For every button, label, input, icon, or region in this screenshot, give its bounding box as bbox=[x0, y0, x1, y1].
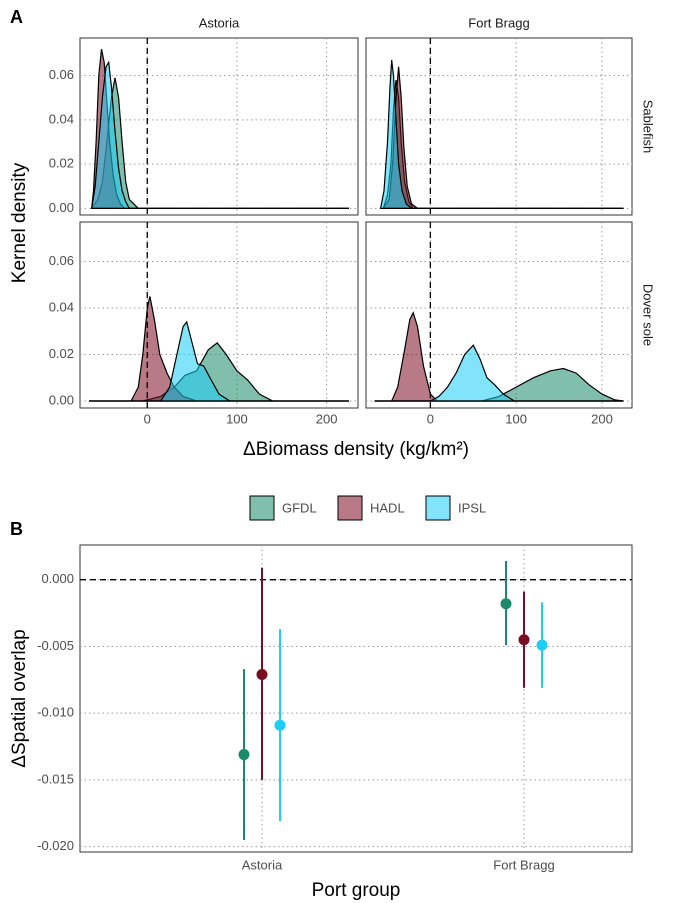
point bbox=[536, 639, 548, 651]
x-tick-label: 200 bbox=[591, 411, 613, 426]
column-strip: Fort Bragg bbox=[468, 15, 529, 30]
y-tick-label: -0.015 bbox=[37, 771, 74, 786]
row-strip: Dover sole bbox=[641, 284, 656, 346]
y-tick-label: 0.02 bbox=[49, 156, 74, 171]
y-tick-label: 0.06 bbox=[49, 67, 74, 82]
row-strip: Sablefish bbox=[641, 100, 656, 153]
x-axis-title: ΔBiomass density (kg/km²) bbox=[243, 439, 469, 460]
density-curve bbox=[89, 320, 349, 402]
facet-panel bbox=[79, 37, 359, 216]
panel-label: A bbox=[10, 7, 23, 27]
point bbox=[500, 598, 512, 610]
panel-frame bbox=[79, 544, 633, 853]
legend-swatch bbox=[425, 495, 451, 521]
legend-label: GFDL bbox=[282, 500, 317, 515]
x-tick-label: 100 bbox=[505, 411, 527, 426]
point bbox=[256, 668, 268, 680]
panel-frame bbox=[365, 37, 633, 216]
y-tick-label: 0.00 bbox=[49, 200, 74, 215]
x-axis-title: Port group bbox=[312, 880, 401, 901]
panel-label: B bbox=[10, 519, 23, 539]
y-tick-label: 0.04 bbox=[49, 299, 74, 314]
x-tick-label: 0 bbox=[427, 411, 434, 426]
y-tick-label: 0.04 bbox=[49, 111, 74, 126]
column-strip: Astoria bbox=[199, 15, 240, 30]
y-tick-label: -0.010 bbox=[37, 705, 74, 720]
point bbox=[238, 749, 250, 761]
facet-panel bbox=[79, 221, 359, 409]
x-tick-label: 0 bbox=[144, 411, 151, 426]
legend-swatch bbox=[249, 495, 275, 521]
y-tick-label: -0.020 bbox=[37, 838, 74, 853]
facet-panel bbox=[365, 37, 633, 216]
density-curve bbox=[379, 60, 624, 209]
y-tick-label: 0.06 bbox=[49, 253, 74, 268]
legend-label: HADL bbox=[370, 500, 405, 515]
density-curve bbox=[90, 60, 349, 209]
point bbox=[274, 719, 286, 731]
y-tick-label: 0.00 bbox=[49, 392, 74, 407]
y-tick-label: 0.02 bbox=[49, 346, 74, 361]
x-tick-label: 100 bbox=[226, 411, 248, 426]
y-tick-label: 0.000 bbox=[41, 571, 74, 586]
facet-panel bbox=[365, 221, 633, 409]
legend-swatch bbox=[337, 495, 363, 521]
point bbox=[518, 634, 530, 646]
x-tick-label: Astoria bbox=[242, 857, 283, 872]
x-tick-label: 200 bbox=[316, 411, 338, 426]
density-curve bbox=[374, 344, 624, 402]
x-tick-label: Fort Bragg bbox=[493, 857, 554, 872]
y-tick-label: -0.005 bbox=[37, 638, 74, 653]
y-axis-title: ΔSpatial overlap bbox=[9, 629, 30, 767]
y-axis-title: Kernel density bbox=[9, 162, 30, 283]
legend-label: IPSL bbox=[458, 500, 486, 515]
